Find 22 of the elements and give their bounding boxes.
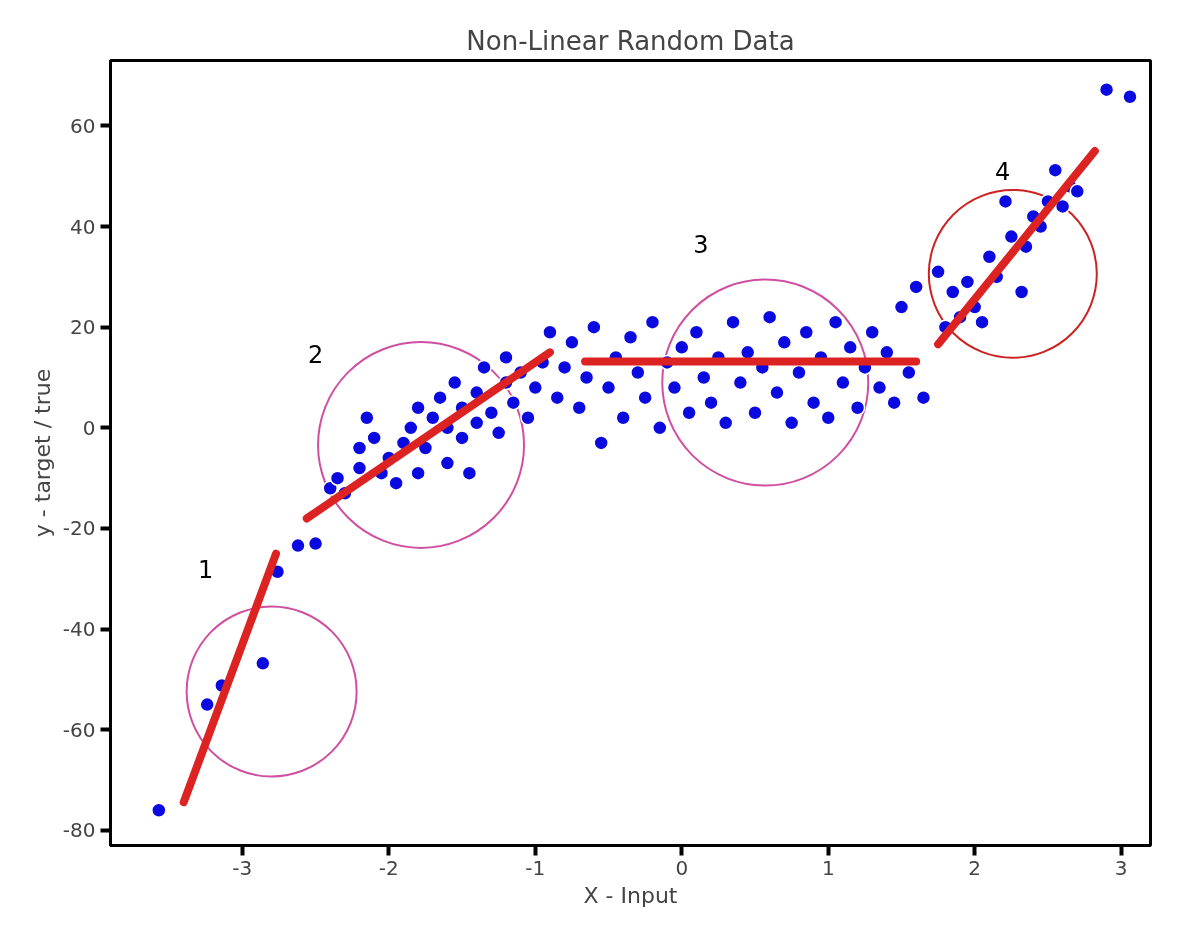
y-tick-label: -20: [62, 516, 96, 541]
x-tick-label: -2: [378, 855, 399, 880]
annotation: 1: [198, 555, 214, 584]
chart-title: Non-Linear Random Data: [466, 25, 795, 56]
x-tick-label: -3: [232, 855, 253, 880]
y-tick-label: -40: [62, 617, 96, 642]
annotation: 2: [307, 341, 324, 370]
x-tick-label: 1: [821, 855, 835, 880]
x-tick-label: 2: [968, 855, 982, 880]
y-tick-label: 20: [70, 315, 96, 340]
x-tick-label: 3: [1114, 855, 1128, 880]
x-axis-title: X - Input: [583, 882, 678, 908]
y-tick-label: 60: [70, 113, 96, 138]
annotation: 4: [994, 158, 1011, 187]
y-tick-label: -80: [62, 818, 96, 843]
y-tick-label: 0: [82, 415, 96, 440]
annotation: 3: [693, 230, 709, 259]
y-axis-title: y - target / true: [29, 368, 55, 538]
y-tick-label: 40: [70, 214, 96, 239]
x-tick-label: -1: [525, 855, 546, 880]
y-tick-label: -60: [62, 717, 96, 742]
x-tick-label: 0: [675, 855, 689, 880]
